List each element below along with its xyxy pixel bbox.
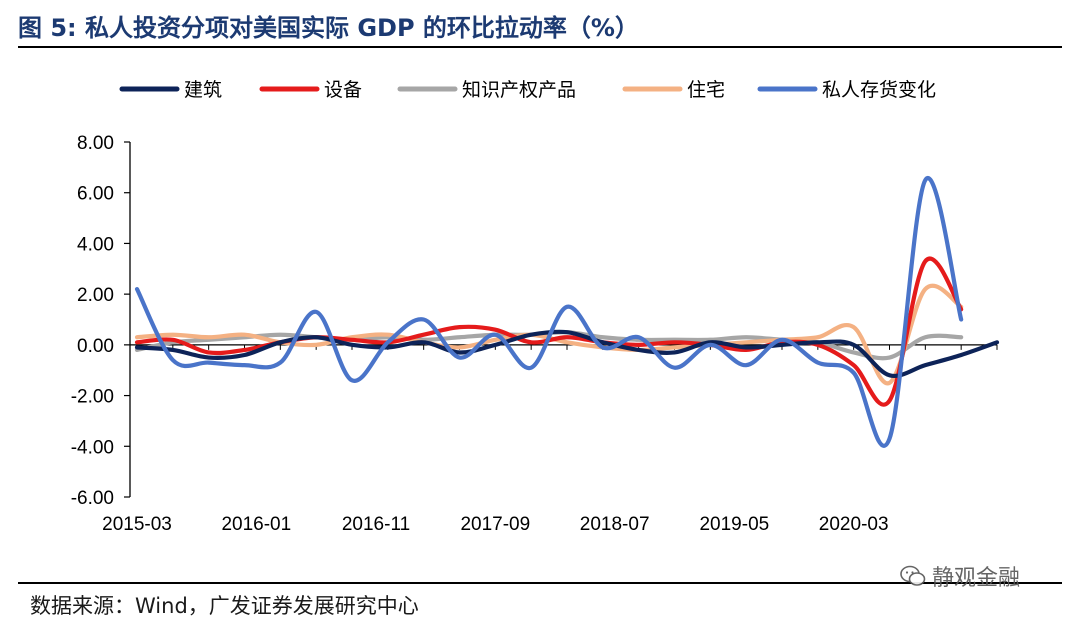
bottom-rule [18, 582, 1062, 584]
y-tick-label: 6.00 [77, 184, 114, 205]
chart-legend: 建筑 设备 知识产权产品 住宅 私人存货变化 [119, 79, 936, 101]
legend-label-1: 设备 [324, 79, 362, 101]
legend-label-0: 建筑 [184, 79, 222, 101]
chart-axes: 8.00 6.00 4.00 2.00 0.00 -2.00 -4.00 -6.00 2015-… [71, 133, 998, 535]
wechat-icon [900, 565, 926, 586]
x-tick-label: 2017-09 [460, 514, 530, 535]
x-tick-label: 2019-05 [699, 514, 769, 535]
y-tick-label: 4.00 [77, 234, 114, 255]
x-tick-label: 2020-03 [819, 514, 889, 535]
watermark: 静观金融 [900, 560, 1020, 592]
x-tick-label: 2015-03 [102, 514, 172, 535]
y-tick-label: 8.00 [77, 133, 114, 154]
chart-series [134, 175, 1000, 448]
y-tick-label: 0.00 [77, 336, 114, 357]
x-tick-label: 2018-07 [580, 514, 650, 535]
series-line-4 [134, 175, 964, 448]
y-tick-label: 2.00 [77, 285, 114, 306]
watermark-text: 静观金融 [932, 566, 1021, 591]
figure-title: 图 5: 私人投资分项对美国实际 GDP 的环比拉动率（%） [18, 14, 639, 42]
y-tick-label: -6.00 [71, 488, 114, 509]
x-tick-label: 2016-01 [221, 514, 291, 535]
legend-label-4: 私人存货变化 [822, 79, 936, 101]
data-source: 数据来源：Wind，广发证券发展研究中心 [30, 594, 419, 618]
legend-label-3: 住宅 [687, 79, 725, 101]
y-tick-label: -2.00 [71, 387, 114, 408]
series-line-0 [134, 329, 1000, 379]
y-tick-label: -4.00 [71, 437, 114, 458]
top-rule [18, 46, 1062, 48]
x-tick-label: 2016-11 [342, 514, 410, 535]
legend-label-2: 知识产权产品 [462, 79, 576, 101]
